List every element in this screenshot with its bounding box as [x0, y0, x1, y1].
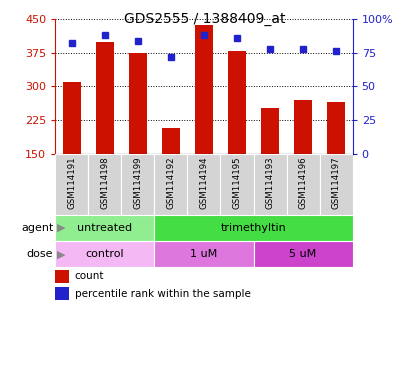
Text: GSM114191: GSM114191 [67, 157, 76, 209]
Text: ▶: ▶ [57, 223, 66, 233]
Bar [187, 154, 220, 215]
Bar [162, 128, 180, 154]
Text: GSM114199: GSM114199 [133, 157, 142, 209]
Text: GSM114195: GSM114195 [232, 157, 241, 209]
Text: GSM114196: GSM114196 [298, 157, 307, 209]
Bar [326, 102, 344, 154]
Text: 5 uM: 5 uM [289, 249, 316, 259]
Bar [253, 241, 352, 267]
Text: trimethyltin: trimethyltin [220, 223, 286, 233]
Bar [286, 154, 319, 215]
Bar [154, 241, 253, 267]
Bar [55, 287, 69, 300]
Text: untreated: untreated [77, 223, 132, 233]
Bar [55, 215, 154, 241]
Text: GSM114198: GSM114198 [100, 157, 109, 209]
Bar [293, 100, 311, 154]
Bar [96, 41, 114, 154]
Text: 1 uM: 1 uM [190, 249, 217, 259]
Text: GDS2555 / 1388409_at: GDS2555 / 1388409_at [124, 12, 285, 25]
Text: GSM114197: GSM114197 [331, 157, 340, 209]
Text: GSM114194: GSM114194 [199, 157, 208, 209]
Text: count: count [74, 271, 104, 281]
Bar [55, 154, 88, 215]
Bar [194, 25, 213, 154]
Text: agent: agent [21, 223, 53, 233]
Bar [154, 215, 352, 241]
Bar [220, 154, 253, 215]
Bar [55, 270, 69, 283]
Text: GSM114193: GSM114193 [265, 157, 274, 209]
Text: ▶: ▶ [57, 249, 66, 259]
Bar [128, 53, 147, 154]
Bar [88, 154, 121, 215]
Text: GSM114192: GSM114192 [166, 157, 175, 209]
Bar [260, 108, 279, 154]
Bar [227, 51, 245, 154]
Bar [319, 154, 352, 215]
Bar [121, 154, 154, 215]
Bar [253, 154, 286, 215]
Text: control: control [85, 249, 124, 259]
Bar [63, 82, 81, 154]
Bar [55, 241, 154, 267]
Text: percentile rank within the sample: percentile rank within the sample [74, 288, 250, 298]
Bar [154, 154, 187, 215]
Text: dose: dose [27, 249, 53, 259]
